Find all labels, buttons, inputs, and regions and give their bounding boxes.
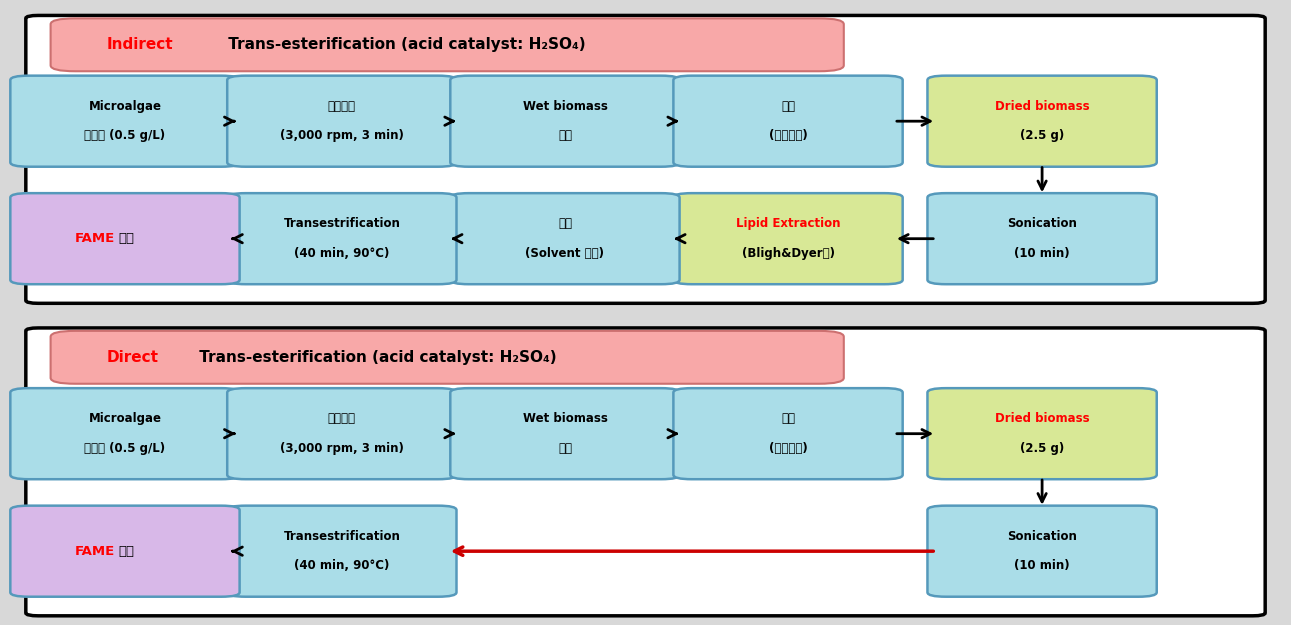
Text: (40 min, 90°C): (40 min, 90°C) [294, 247, 390, 260]
Text: Direct: Direct [106, 350, 159, 365]
Text: (수분제거): (수분제거) [768, 129, 807, 142]
FancyBboxPatch shape [927, 76, 1157, 167]
Text: 원심분리: 원심분리 [328, 412, 356, 426]
Text: (수분제거): (수분제거) [768, 442, 807, 455]
Text: Indirect: Indirect [106, 38, 173, 53]
Text: Transestrification: Transestrification [284, 530, 400, 543]
Text: Trans-esterification (acid catalyst: H₂SO₄): Trans-esterification (acid catalyst: H₂S… [223, 38, 586, 53]
FancyBboxPatch shape [227, 388, 457, 479]
FancyBboxPatch shape [927, 506, 1157, 597]
FancyBboxPatch shape [451, 388, 679, 479]
Text: Sonication: Sonication [1007, 530, 1077, 543]
Text: Sonication: Sonication [1007, 217, 1077, 231]
FancyBboxPatch shape [674, 388, 902, 479]
Text: 건조: 건조 [558, 217, 572, 231]
FancyBboxPatch shape [227, 506, 457, 597]
Text: (3,000 rpm, 3 min): (3,000 rpm, 3 min) [280, 129, 404, 142]
Text: Transestrification: Transestrification [284, 217, 400, 231]
Text: 건조: 건조 [781, 100, 795, 113]
Text: Microalgae: Microalgae [89, 100, 161, 113]
Text: (Bligh&Dyer법): (Bligh&Dyer법) [741, 247, 834, 260]
Text: 수거: 수거 [558, 129, 572, 142]
FancyBboxPatch shape [10, 506, 240, 597]
Text: Trans-esterification (acid catalyst: H₂SO₄): Trans-esterification (acid catalyst: H₂S… [195, 350, 556, 365]
Text: Microalgae: Microalgae [89, 412, 161, 426]
Text: 생성: 생성 [119, 232, 134, 245]
Text: 생성: 생성 [119, 544, 134, 558]
Text: Dried biomass: Dried biomass [995, 412, 1090, 426]
Text: Dried biomass: Dried biomass [995, 100, 1090, 113]
Text: Lipid Extraction: Lipid Extraction [736, 217, 840, 231]
FancyBboxPatch shape [227, 76, 457, 167]
FancyBboxPatch shape [10, 76, 240, 167]
FancyBboxPatch shape [451, 193, 679, 284]
FancyBboxPatch shape [26, 328, 1265, 616]
FancyBboxPatch shape [674, 193, 902, 284]
Text: Wet biomass: Wet biomass [523, 412, 607, 426]
Text: FAME: FAME [75, 544, 115, 558]
Text: 배양액 (0.5 g/L): 배양액 (0.5 g/L) [84, 129, 165, 142]
Text: (Solvent 제거): (Solvent 제거) [525, 247, 604, 260]
FancyBboxPatch shape [674, 76, 902, 167]
FancyBboxPatch shape [10, 388, 240, 479]
Text: 건조: 건조 [781, 412, 795, 426]
Text: (10 min): (10 min) [1015, 247, 1070, 260]
Text: (2.5 g): (2.5 g) [1020, 442, 1064, 455]
Text: (3,000 rpm, 3 min): (3,000 rpm, 3 min) [280, 442, 404, 455]
Text: 배양액 (0.5 g/L): 배양액 (0.5 g/L) [84, 442, 165, 455]
FancyBboxPatch shape [227, 193, 457, 284]
Text: Wet biomass: Wet biomass [523, 100, 607, 113]
FancyBboxPatch shape [927, 193, 1157, 284]
FancyBboxPatch shape [26, 16, 1265, 303]
Text: (2.5 g): (2.5 g) [1020, 129, 1064, 142]
Text: (10 min): (10 min) [1015, 559, 1070, 572]
FancyBboxPatch shape [10, 193, 240, 284]
FancyBboxPatch shape [927, 388, 1157, 479]
Text: (40 min, 90°C): (40 min, 90°C) [294, 559, 390, 572]
FancyBboxPatch shape [50, 331, 844, 384]
FancyBboxPatch shape [451, 76, 679, 167]
Text: 원심분리: 원심분리 [328, 100, 356, 113]
FancyBboxPatch shape [50, 18, 844, 71]
Text: 수거: 수거 [558, 442, 572, 455]
Text: FAME: FAME [75, 232, 115, 245]
